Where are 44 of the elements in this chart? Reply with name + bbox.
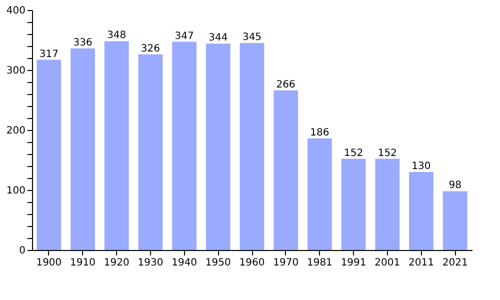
bar [36,60,62,250]
y-tick-label: 400 [6,6,26,16]
data-label: 347 [174,30,194,42]
x-tick-label: 1900 [36,258,62,268]
data-label: 326 [140,43,160,54]
y-tick-label: 0 [19,246,26,256]
bar [172,42,196,250]
data-label: 348 [107,30,126,42]
bar [442,191,468,250]
x-tick-label: 1920 [104,258,130,268]
x-tick-label: 1940 [172,258,198,268]
x-tick-label: 1950 [205,258,231,268]
bar [206,44,230,250]
x-tick-label: 2001 [374,258,400,268]
bar [409,172,434,250]
data-label: 345 [242,32,262,43]
x-tick-label: 1981 [306,258,332,268]
x-tick-label: 2021 [442,258,468,268]
bar [375,158,400,250]
x-tick-label: 1960 [239,258,265,268]
bar [138,54,163,250]
bar [308,138,332,250]
bar [274,90,298,250]
x-tick-label: 1930 [138,258,164,268]
x-tick-label: 1970 [273,258,299,268]
x-tick-label: 1991 [340,258,366,268]
y-tick-label: 200 [6,126,26,136]
data-label: 344 [208,32,228,44]
data-label: 152 [378,148,397,159]
data-label: 130 [412,161,431,172]
data-label: 98 [448,180,462,192]
bar [104,41,129,250]
bar [70,48,95,250]
bar [240,43,264,250]
bar [341,158,366,250]
x-tick-label: 2011 [408,258,434,268]
data-label: 317 [39,48,58,60]
y-tick-label: 300 [6,66,26,76]
x-tick-label: 1910 [70,258,96,268]
data-label: 266 [276,79,296,90]
y-tick-label: 100 [6,186,26,196]
data-label: 336 [73,37,92,48]
data-label: 186 [310,127,330,138]
data-label: 152 [344,148,364,159]
